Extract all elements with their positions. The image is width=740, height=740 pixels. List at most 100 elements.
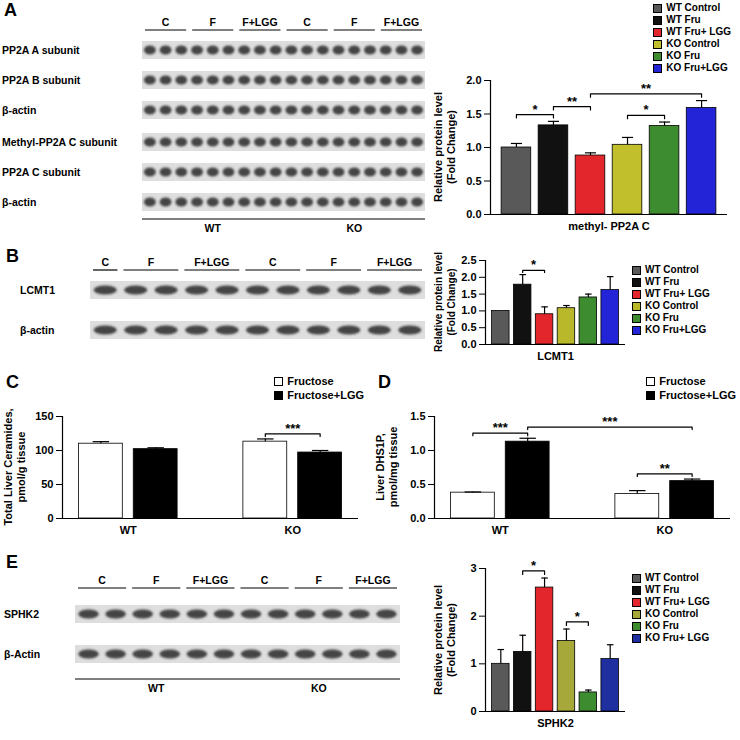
- html-text:B: B: [6, 246, 19, 266]
- html-text:Relative protein level (Fold C: Relative protein level (Fold Change): [432, 584, 457, 695]
- html-text:Fructose+LGG: Fructose+LGG: [287, 389, 364, 401]
- svg-text:1.0: 1.0: [461, 304, 476, 316]
- html-text:KO Control: KO Control: [645, 300, 699, 311]
- svg-text:F+LGG: F+LGG: [384, 16, 419, 28]
- svg-text:*: *: [532, 102, 538, 117]
- svg-text:LCMT1: LCMT1: [537, 350, 574, 362]
- svg-text:WT: WT: [120, 524, 137, 536]
- svg-text:KO: KO: [284, 524, 301, 536]
- svg-text:β-actin: β-actin: [20, 324, 54, 336]
- html-text:WT Fru+ LGG: WT Fru+ LGG: [666, 26, 731, 37]
- svg-text:100: 100: [35, 444, 53, 456]
- svg-text:1.5: 1.5: [461, 288, 476, 300]
- svg-text:1: 1: [470, 657, 476, 669]
- html-text:KO Fru: KO Fru: [666, 50, 701, 61]
- svg-text:1.0: 1.0: [466, 141, 481, 153]
- svg-text:F+LGG: F+LGG: [355, 574, 390, 586]
- svg-text:WT: WT: [205, 222, 222, 234]
- svg-text:2.0: 2.0: [466, 74, 481, 86]
- html-text:WT Control: WT Control: [666, 2, 721, 13]
- svg-text:C: C: [261, 574, 269, 586]
- svg-text:PP2A C subunit: PP2A C subunit: [2, 166, 81, 178]
- svg-text:*: *: [531, 257, 537, 272]
- svg-text:KO: KO: [346, 222, 362, 234]
- svg-text:SPHK2: SPHK2: [537, 717, 574, 729]
- svg-text:*: *: [531, 558, 537, 573]
- html-text:WT Control: WT Control: [645, 264, 699, 275]
- svg-text:KO: KO: [311, 682, 327, 694]
- svg-text:F: F: [330, 256, 337, 268]
- svg-text:β-Actin: β-Actin: [4, 648, 40, 660]
- svg-text:*: *: [575, 609, 581, 624]
- html-text:C: C: [6, 372, 19, 392]
- svg-text:SPHK2: SPHK2: [4, 608, 39, 620]
- svg-text:C: C: [98, 574, 106, 586]
- svg-text:methyl- PP2A C: methyl- PP2A C: [568, 220, 650, 232]
- svg-text:F+LGG: F+LGG: [193, 574, 228, 586]
- svg-text:150: 150: [35, 410, 53, 422]
- html-text:Fructose+LGG: Fructose+LGG: [659, 389, 736, 401]
- svg-text:0: 0: [47, 512, 53, 524]
- svg-text:KO: KO: [656, 524, 673, 536]
- svg-text:PP2A A subunit: PP2A A subunit: [2, 44, 80, 56]
- html-text:WT Control: WT Control: [645, 572, 699, 583]
- svg-text:0.5: 0.5: [461, 321, 476, 333]
- svg-text:F: F: [210, 16, 217, 28]
- svg-text:0.0: 0.0: [410, 512, 425, 524]
- svg-text:F+LGG: F+LGG: [377, 256, 412, 268]
- svg-text:F+LGG: F+LGG: [194, 256, 229, 268]
- html-text:KO Fru: KO Fru: [645, 312, 679, 323]
- svg-text:0: 0: [470, 705, 476, 717]
- svg-text:**: **: [567, 94, 578, 109]
- html-text:WT Fru+ LGG: WT Fru+ LGG: [645, 288, 710, 299]
- svg-text:C: C: [269, 256, 277, 268]
- svg-text:PP2A B subunit: PP2A B subunit: [2, 74, 81, 86]
- html-text:Relative protein level (Fold C: Relative protein level (Fold Change): [433, 252, 457, 352]
- svg-text:1.5: 1.5: [410, 410, 425, 422]
- svg-text:F+LGG: F+LGG: [242, 16, 277, 28]
- svg-text:F: F: [316, 574, 323, 586]
- svg-text:F: F: [148, 256, 155, 268]
- svg-text:3: 3: [470, 562, 476, 574]
- html-text:Total Liver Ceramides, pmol/g: Total Liver Ceramides, pmol/g tissue: [2, 408, 27, 526]
- html-text:Liver DHS1P, pmol/mg tissue: Liver DHS1P, pmol/mg tissue: [374, 426, 399, 508]
- svg-text:2: 2: [470, 610, 476, 622]
- svg-text:LCMT1: LCMT1: [20, 284, 55, 296]
- svg-text:C: C: [101, 256, 109, 268]
- svg-text:***: ***: [285, 421, 301, 436]
- svg-text:2.0: 2.0: [461, 271, 476, 283]
- svg-text:1.5: 1.5: [466, 108, 481, 120]
- svg-text:0.0: 0.0: [461, 338, 476, 350]
- html-text:Fructose: Fructose: [659, 375, 706, 387]
- html-text:A: A: [4, 0, 17, 20]
- svg-text:2.5: 2.5: [461, 254, 476, 266]
- svg-text:C: C: [303, 16, 311, 28]
- svg-text:F: F: [351, 16, 358, 28]
- svg-text:0.0: 0.0: [466, 208, 481, 220]
- svg-text:1.0: 1.0: [410, 444, 425, 456]
- svg-text:WT: WT: [148, 682, 165, 694]
- svg-text:Methyl-PP2A C subunit: Methyl-PP2A C subunit: [2, 136, 118, 148]
- html-text:KO Fru+LGG: KO Fru+LGG: [666, 62, 728, 73]
- html-text:WT Fru: WT Fru: [666, 14, 701, 25]
- svg-text:**: **: [660, 461, 671, 476]
- svg-text:C: C: [162, 16, 170, 28]
- svg-text:**: **: [641, 81, 652, 96]
- svg-text:***: ***: [493, 420, 509, 435]
- svg-text:β-actin: β-actin: [2, 196, 36, 208]
- svg-text:β-actin: β-actin: [2, 104, 36, 116]
- html-text:Fructose: Fructose: [287, 375, 334, 387]
- svg-text:0.5: 0.5: [410, 478, 425, 490]
- svg-text:WT: WT: [492, 524, 509, 536]
- svg-text:50: 50: [41, 478, 53, 490]
- html-text:WT Fru: WT Fru: [645, 276, 680, 287]
- html-text:Relative protein level (Fold C: Relative protein level (Fold Change): [432, 92, 457, 202]
- svg-text:*: *: [644, 102, 650, 117]
- html-text:E: E: [6, 552, 18, 572]
- html-text:D: D: [378, 372, 391, 392]
- html-text:KO Fru+LGG: KO Fru+LGG: [645, 324, 707, 335]
- svg-text:***: ***: [602, 414, 618, 429]
- svg-text:0.5: 0.5: [466, 175, 481, 187]
- html-text:KO Control: KO Control: [666, 38, 720, 49]
- svg-text:F: F: [153, 574, 160, 586]
